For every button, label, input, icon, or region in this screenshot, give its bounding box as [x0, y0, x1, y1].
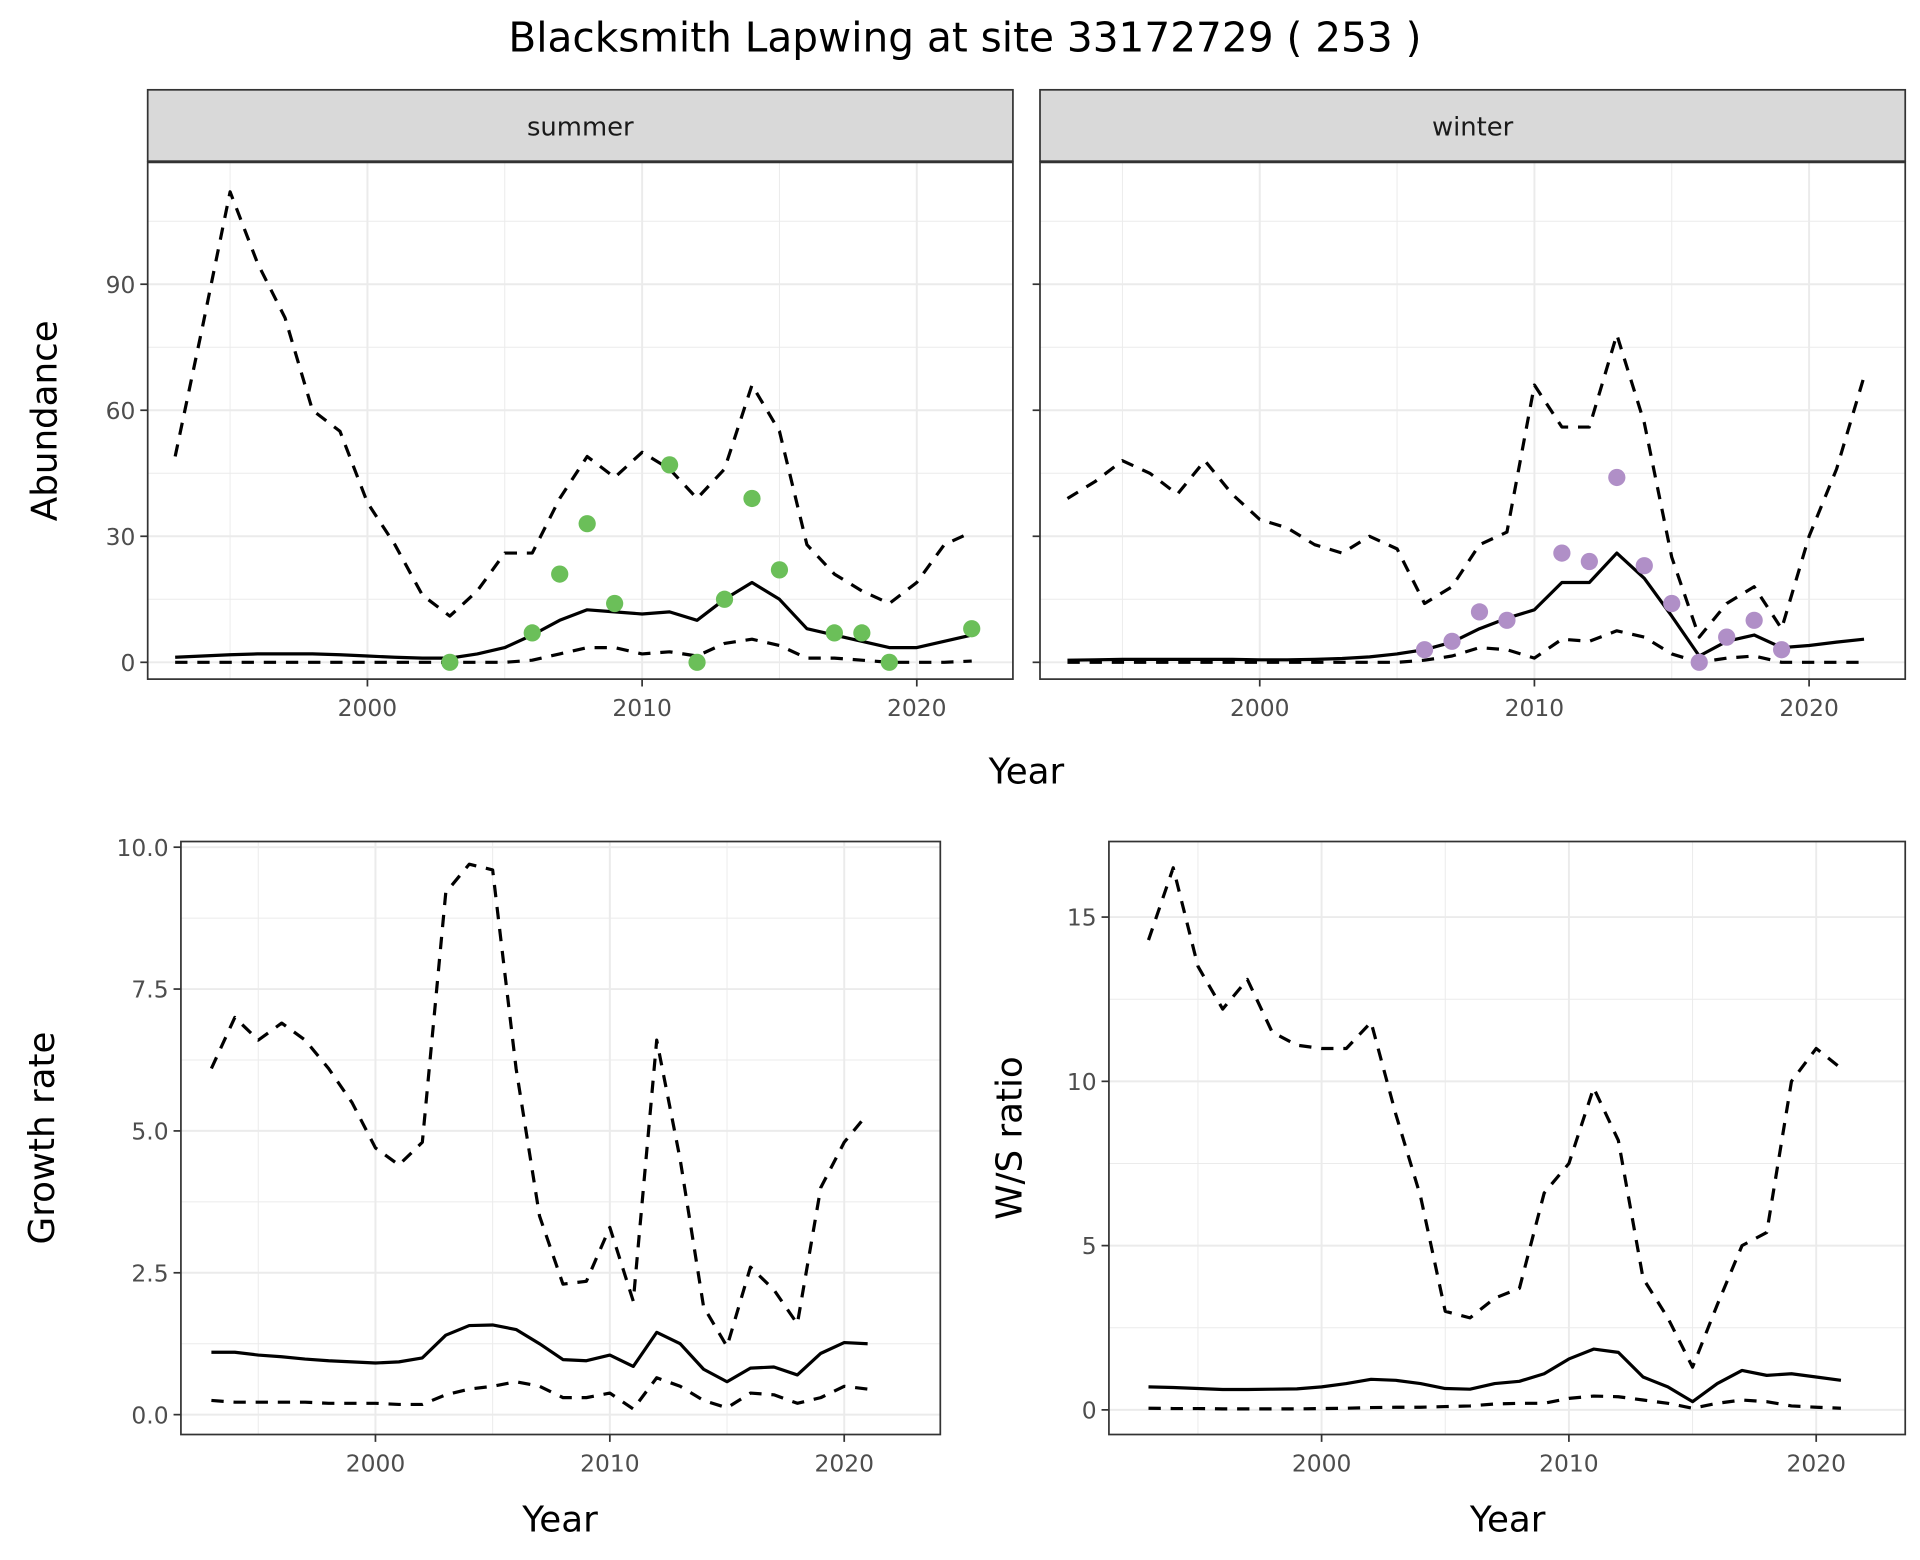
series-line-upper	[173, 190, 973, 618]
x-tick-label: 2000	[1292, 1449, 1352, 1477]
panel-winter: 2000 2010 2020 winter	[1032, 88, 1907, 722]
y-tick-label: 15	[1067, 904, 1097, 932]
y-tick-label: 5	[1082, 1232, 1097, 1260]
data-point	[770, 561, 789, 579]
y-tick-label: 2.5	[131, 1259, 168, 1287]
x-tick-label: 2010	[1539, 1449, 1599, 1477]
series-line-lower	[211, 1376, 868, 1411]
series-line-mean	[1067, 551, 1865, 662]
data-point	[441, 653, 459, 671]
data-point	[1443, 632, 1461, 650]
series-line-upper	[209, 862, 869, 1349]
data-point	[825, 624, 843, 642]
x-tick-label: 2020	[887, 694, 947, 722]
data-point	[1553, 544, 1571, 562]
y-tick-label: 90	[106, 271, 136, 299]
panel-border	[1108, 840, 1907, 1436]
data-point	[551, 565, 569, 583]
x-tick-label: 2000	[1230, 694, 1290, 722]
y-tick-label: 60	[106, 397, 136, 425]
shared-x-axis-title: Year	[988, 752, 1065, 793]
data-point	[1718, 628, 1736, 646]
figure-title: Blacksmith Lapwing at site 33172729 ( 25…	[508, 14, 1421, 62]
panel-growth: 2000 2010 2020 0.0 2.5 5.0 7.5 10.0 Growth rate Y…	[22, 834, 942, 1541]
panel-ratio: 2000 2010 2020 0 5 10 15 W/S ratio Year	[990, 840, 1907, 1541]
y-tick-label: 0.0	[131, 1401, 168, 1429]
panel-border	[1039, 161, 1907, 680]
y-tick-label: 7.5	[131, 976, 168, 1004]
x-tick-label: 2010	[580, 1449, 640, 1477]
panel-border	[180, 840, 942, 1436]
x-tick-label: 2010	[612, 694, 672, 722]
data-point	[1690, 653, 1708, 671]
y-tick-label: 5.0	[131, 1118, 168, 1146]
x-axis-title: Year	[1469, 1500, 1546, 1541]
x-tick-label: 2020	[1779, 694, 1839, 722]
series-line-upper	[1146, 866, 1842, 1369]
data-point	[1470, 603, 1489, 621]
data-point	[688, 653, 706, 671]
data-point	[1608, 468, 1626, 487]
y-tick-label: 0	[121, 649, 136, 677]
y-axis-title: Growth rate	[22, 1032, 63, 1245]
x-tick-label: 2000	[346, 1449, 406, 1477]
data-point	[1498, 611, 1516, 629]
data-point	[660, 456, 679, 474]
data-point	[1635, 557, 1653, 575]
x-tick-label: 2010	[1505, 694, 1565, 722]
y-tick-label: 10	[1067, 1068, 1097, 1096]
data-point	[880, 653, 898, 671]
x-tick-label: 2020	[814, 1449, 874, 1477]
y-tick-label: 30	[106, 523, 136, 551]
y-axis-title: W/S ratio	[990, 1056, 1031, 1219]
series-line-mean	[175, 580, 973, 660]
data-point	[1415, 641, 1434, 659]
facet-strip	[146, 88, 1014, 163]
data-point	[743, 489, 761, 508]
x-tick-label: 2020	[1786, 1449, 1846, 1477]
data-point	[715, 590, 734, 608]
data-point	[963, 620, 981, 638]
y-tick-label: 0	[1082, 1396, 1097, 1424]
facet-strip-label: winter	[1432, 112, 1514, 142]
data-point	[853, 624, 871, 642]
series-line-lower	[1148, 1394, 1841, 1411]
data-point	[1663, 594, 1681, 613]
panel-summer: 2000 2010 2020 0 30 60 90 summer Abundance	[25, 88, 1014, 722]
series-line-mean	[1148, 1347, 1842, 1404]
series-line-lower	[1067, 629, 1865, 664]
data-point	[1745, 611, 1763, 629]
x-axis-title: Year	[521, 1500, 598, 1541]
data-point	[606, 594, 624, 613]
series-line-lower	[175, 637, 972, 664]
data-point	[1773, 641, 1791, 659]
facet-strip-label: summer	[527, 112, 634, 142]
series-line-mean	[211, 1323, 868, 1384]
y-tick-label: 10.0	[117, 834, 169, 862]
panel-border	[146, 161, 1014, 680]
data-point	[1580, 552, 1598, 571]
series-line-upper	[1066, 333, 1866, 639]
data-point	[578, 515, 596, 533]
facet-strip	[1039, 88, 1907, 163]
data-point	[523, 624, 541, 642]
x-tick-label: 2000	[338, 694, 398, 722]
y-axis-title: Abundance	[25, 320, 66, 521]
